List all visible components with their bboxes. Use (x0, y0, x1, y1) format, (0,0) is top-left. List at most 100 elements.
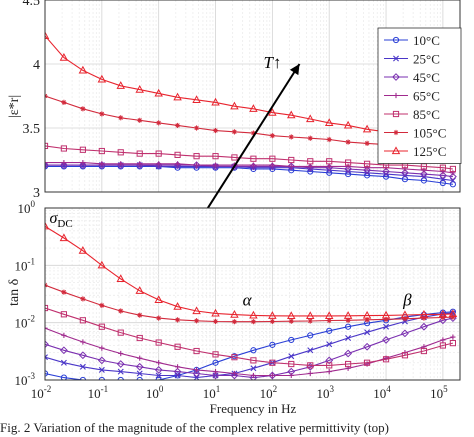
data-point (344, 349, 353, 358)
data-point (382, 336, 390, 344)
data-point (326, 327, 333, 334)
data-point (288, 156, 295, 164)
data-point (420, 347, 428, 355)
data-point (401, 352, 409, 359)
data-point (99, 111, 105, 117)
data-point (324, 311, 334, 320)
data-point (155, 339, 162, 346)
series-125°C (45, 221, 458, 320)
data-point (288, 360, 295, 368)
data-point (364, 140, 370, 146)
temperature-arrow: T↑ (197, 53, 301, 224)
data-point (59, 52, 69, 61)
data-point (59, 233, 69, 242)
series-line (45, 145, 453, 170)
data-point (193, 374, 200, 380)
top-ytick-label: 3 (33, 186, 40, 201)
data-point (448, 309, 458, 318)
bottom-ytick-label: 10-2 (15, 314, 36, 331)
data-point (382, 356, 390, 363)
top-ylabel: |ε*r| (7, 95, 22, 118)
data-point (212, 359, 219, 366)
data-point (362, 310, 372, 319)
data-point (269, 133, 275, 139)
data-point (421, 315, 427, 321)
data-point (212, 318, 219, 325)
data-point (307, 318, 313, 324)
bottom-ytick-label: 10-1 (15, 256, 36, 273)
data-point (193, 125, 200, 131)
arrow-head (289, 64, 300, 76)
data-point (61, 289, 67, 295)
data-point (45, 340, 49, 349)
bottom-xlabel: Frequency in Hz (210, 401, 297, 416)
data-point (231, 319, 238, 325)
data-point (287, 162, 296, 171)
data-point (326, 362, 333, 369)
data-point (438, 171, 447, 180)
data-point (449, 181, 456, 188)
data-point (288, 318, 294, 324)
data-point (117, 329, 124, 336)
data-point (45, 325, 48, 331)
data-point (173, 302, 182, 310)
data-point (135, 362, 144, 371)
data-point (269, 372, 275, 379)
data-point (174, 343, 181, 350)
data-point (269, 318, 275, 325)
data-point (307, 163, 313, 169)
data-point (80, 339, 86, 345)
data-point (401, 329, 409, 338)
x-tick-label: 100 (146, 384, 164, 401)
data-point (249, 104, 258, 112)
series-25°C (45, 309, 456, 380)
data-point (61, 332, 67, 338)
series-85°C (45, 142, 456, 173)
data-point (212, 351, 219, 358)
data-point (250, 357, 257, 364)
data-point (250, 162, 257, 168)
data-point (438, 316, 447, 325)
data-point (116, 274, 125, 282)
data-point (192, 369, 201, 378)
data-point (193, 153, 200, 160)
data-point (326, 369, 332, 375)
data-point (118, 161, 124, 167)
data-point (392, 110, 400, 118)
data-point (268, 108, 277, 116)
data-point (192, 161, 201, 170)
data-point (60, 311, 67, 318)
x-tick-label: 10-2 (31, 384, 52, 401)
x-tick-label: 10-1 (88, 384, 109, 401)
data-point (345, 360, 352, 368)
data-point (79, 146, 86, 153)
data-point (325, 356, 334, 365)
data-point (118, 308, 124, 314)
data-point (99, 302, 105, 309)
data-point (440, 314, 446, 321)
data-point (45, 159, 48, 166)
data-point (287, 311, 296, 320)
data-point (212, 153, 219, 160)
x-tick-label: 102 (260, 384, 278, 401)
legend-item: 65°C (384, 89, 440, 104)
data-point (212, 127, 219, 134)
data-point (117, 368, 124, 375)
data-point (193, 162, 200, 168)
legend-label: 25°C (413, 52, 440, 67)
data-point (118, 115, 124, 121)
data-point (439, 179, 446, 187)
data-point (448, 172, 457, 181)
data-point (288, 134, 294, 140)
data-point (250, 372, 257, 379)
legend-item: 105°C (384, 126, 446, 141)
data-point (231, 354, 238, 361)
data-point (79, 363, 86, 370)
data-point (344, 165, 353, 173)
data-point (249, 373, 258, 380)
data-point (326, 341, 333, 348)
data-point (307, 158, 314, 165)
data-point (174, 151, 181, 158)
data-point (392, 73, 400, 81)
